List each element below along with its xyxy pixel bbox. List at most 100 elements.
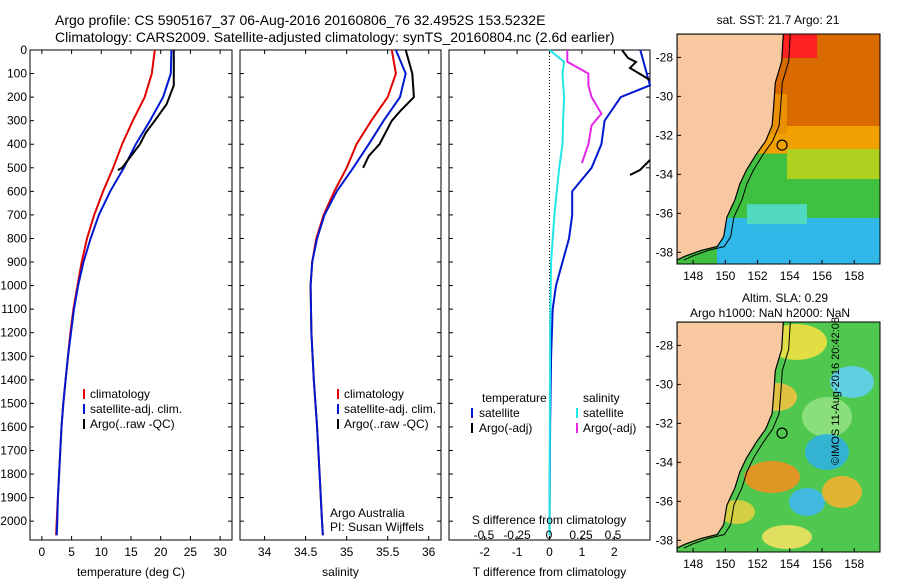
y-tick-label: 400 (7, 137, 27, 151)
legend-label: Argo(..raw -QC) (90, 417, 175, 431)
argo-float-marker (776, 427, 788, 439)
legend-label: Argo(-adj) (479, 421, 532, 435)
coastline-fragment (621, 49, 651, 81)
y-tick-label: 700 (7, 208, 27, 222)
sla-blob (762, 525, 812, 549)
x2-tick-label: 0.5 (605, 528, 622, 542)
x-tick-label: 25 (184, 545, 198, 559)
series-argo-raw-qc- (362, 49, 415, 169)
patch (747, 204, 807, 225)
map-y-tick-label: -28 (656, 338, 674, 352)
x-tick-label: 34 (258, 545, 272, 559)
x-tick-label: 15 (124, 545, 138, 559)
map-y-tick-label: -34 (656, 455, 674, 469)
x-tick-label: -2 (479, 545, 490, 559)
y-tick-label: 1000 (0, 279, 27, 293)
map-y-tick-label: -32 (656, 128, 674, 142)
map-x-tick-label: 152 (748, 269, 768, 283)
y-tick-label: 1500 (0, 396, 27, 410)
map-x-tick-label: 148 (683, 557, 703, 571)
x2-tick-label: 0 (546, 528, 553, 542)
credit-annotation: Argo Australia (330, 506, 405, 520)
y-tick-label: 100 (7, 67, 27, 81)
coastline-fragment (629, 159, 651, 176)
argo-float-marker (776, 139, 788, 151)
map-x-tick-label: 158 (844, 269, 864, 283)
x2-tick-label: -0.25 (503, 528, 531, 542)
x-tick-label: 35.5 (376, 545, 400, 559)
map-frame (676, 321, 881, 553)
y-tick-label: 1900 (0, 491, 27, 505)
sst-map-title: sat. SST: 21.7 Argo: 21 (717, 13, 840, 27)
y-tick-label: 1600 (0, 420, 27, 434)
map-y-tick-label: -36 (656, 494, 674, 508)
sla-map (676, 321, 881, 553)
legend-label: satellite (479, 406, 520, 420)
y-tick-label: 1200 (0, 326, 27, 340)
legend-label: climatology (344, 387, 404, 401)
x-tick-label: 0 (546, 545, 553, 559)
x-tick-label: 36 (422, 545, 436, 559)
credit-annotation: PI: Susan Wijffels (330, 520, 424, 534)
map-y-tick-label: -28 (656, 50, 674, 64)
series-temperature-satellite (548, 49, 652, 536)
map-x-tick-label: 156 (812, 269, 832, 283)
sla-blob (805, 434, 849, 470)
map-y-tick-label: -38 (656, 245, 674, 259)
x2-axis-label: S difference from climatology (472, 513, 627, 527)
hot-patch (777, 34, 817, 58)
legend-label: satellite-adj. clim. (344, 402, 436, 416)
y-tick-label: 200 (7, 90, 27, 104)
cold-band (717, 218, 880, 264)
land (677, 322, 784, 552)
x-tick-label: 2 (611, 545, 618, 559)
map-x-tick-label: 154 (780, 269, 800, 283)
x-tick-label: 1 (579, 545, 586, 559)
series-satellite-adj-clim- (55, 49, 173, 536)
x-axis-label: salinity (322, 565, 359, 579)
y-tick-label: 1300 (0, 349, 27, 363)
y-tick-label: 1800 (0, 467, 27, 481)
sla-map-subtitle: Argo h1000: NaN h2000: NaN (690, 306, 850, 320)
legend-label: satellite-adj. clim. (90, 402, 182, 416)
profile-title: Argo profile: CS 5905167_37 06-Aug-2016 … (55, 12, 546, 28)
x-tick-label: 0 (39, 545, 46, 559)
map-x-tick-label: 150 (715, 269, 735, 283)
x-axis-label: T difference from climatology (473, 565, 627, 579)
y-tick-label: 2000 (0, 514, 27, 528)
depth-contour (683, 34, 791, 261)
sla-blob (830, 366, 874, 398)
y-tick-label: 0 (20, 43, 27, 57)
map-x-tick-label: 158 (844, 557, 864, 571)
series-salinity-argo-adj- (566, 50, 603, 164)
map-x-tick-label: 152 (748, 557, 768, 571)
x-tick-label: 10 (95, 545, 109, 559)
depth-contour (683, 322, 791, 549)
sla-map-title: Altim. SLA: 0.29 (742, 291, 828, 305)
y-tick-label: 1100 (1, 302, 27, 316)
climatology-title: Climatology: CARS2009. Satellite-adjuste… (55, 29, 615, 45)
x2-tick-label: -0.5 (474, 528, 495, 542)
sla-blob (744, 461, 800, 493)
land (677, 34, 784, 264)
y-tick-label: 300 (7, 114, 27, 128)
y-tick-label: 1400 (0, 373, 27, 387)
y-tick-label: 500 (7, 161, 27, 175)
legend-heading-temperature: temperature (482, 391, 547, 405)
sla-blob (789, 488, 825, 516)
y-tick-label: 800 (7, 231, 27, 245)
series-salinity-satellite (548, 49, 566, 536)
sla-blob (802, 397, 852, 437)
y-tick-label: 600 (7, 184, 27, 198)
legend-heading-salinity: salinity (583, 391, 620, 405)
map-frame (676, 33, 881, 265)
legend-label: Argo(..raw -QC) (344, 417, 429, 431)
map-content (677, 322, 880, 552)
map-y-tick-label: -30 (656, 377, 674, 391)
map-y-tick-label: -34 (656, 167, 674, 181)
x2-tick-label: 0.25 (569, 528, 593, 542)
map-x-tick-label: 154 (780, 557, 800, 571)
series-argo-raw-qc- (117, 50, 175, 171)
y-tick-label: 1700 (0, 443, 27, 457)
